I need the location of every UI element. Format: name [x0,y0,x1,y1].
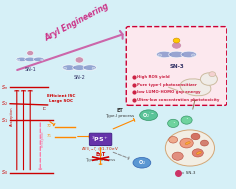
Ellipse shape [16,57,27,62]
Ellipse shape [181,51,197,58]
Text: $\Delta E_{S_1-T_1}$ @1.70 eV: $\Delta E_{S_1-T_1}$ @1.70 eV [81,146,120,154]
Circle shape [17,59,20,61]
Text: High ROS yield: High ROS yield [137,75,170,79]
Circle shape [169,136,178,143]
Circle shape [92,67,95,69]
Circle shape [200,73,217,85]
Circle shape [192,149,203,157]
Text: Ultra-low concentration phototoxicity: Ultra-low concentration phototoxicity [137,98,220,102]
Text: O$_2$: O$_2$ [138,158,146,167]
Ellipse shape [156,51,172,58]
Circle shape [181,116,192,124]
Text: $^3$PS$^+$: $^3$PS$^+$ [92,135,110,144]
Text: Absorption: Absorption [10,107,14,126]
Text: ·: · [172,119,174,128]
Ellipse shape [180,79,211,96]
Circle shape [191,133,200,140]
Circle shape [41,59,43,61]
Text: $S_0$: $S_0$ [1,168,8,177]
Ellipse shape [169,51,184,58]
FancyBboxPatch shape [89,133,112,146]
Text: = SN-3: = SN-3 [181,171,195,175]
Ellipse shape [140,110,158,121]
Circle shape [172,152,183,160]
Ellipse shape [185,142,190,144]
Text: O$_2$$^{·-}$: O$_2$$^{·-}$ [142,111,155,120]
Text: Type-II process: Type-II process [85,158,116,162]
Ellipse shape [83,65,97,70]
Ellipse shape [25,57,36,62]
Text: Phosphor.: Phosphor. [41,130,44,147]
Text: $T_1$: $T_1$ [46,133,53,140]
Circle shape [158,54,162,57]
Circle shape [75,57,84,63]
FancyBboxPatch shape [126,27,227,105]
Circle shape [63,67,67,69]
Text: Efficient ISC
Large SOC: Efficient ISC Large SOC [47,94,76,103]
Text: low LUMO-HOMO gap energy: low LUMO-HOMO gap energy [137,90,201,94]
Circle shape [168,119,179,128]
Text: $S_2$: $S_2$ [1,99,8,108]
Text: Aryl Engineering: Aryl Engineering [44,2,111,43]
Text: ·: · [185,116,188,125]
Ellipse shape [62,65,76,70]
Text: Type-I process: Type-I process [105,114,134,118]
Circle shape [209,72,216,77]
Text: ET: ET [116,108,123,113]
Text: SN-1: SN-1 [24,67,36,72]
Circle shape [27,51,34,56]
Ellipse shape [196,152,201,154]
Text: Pure type-I photosensitizer: Pure type-I photosensitizer [137,83,197,87]
Text: SN-2: SN-2 [73,75,85,80]
Ellipse shape [133,157,151,168]
Text: EnT: EnT [95,152,106,157]
Circle shape [172,42,181,49]
Circle shape [180,138,193,148]
Text: $S_n$: $S_n$ [1,83,8,92]
Text: $S_1$: $S_1$ [1,116,8,125]
Ellipse shape [73,65,86,70]
Text: IC: IC [43,107,47,111]
Text: $T_2$: $T_2$ [46,123,53,130]
Circle shape [191,54,195,57]
Ellipse shape [165,130,215,166]
Ellipse shape [33,57,44,62]
Text: SN-3: SN-3 [169,64,184,69]
Circle shape [173,38,180,43]
Circle shape [200,140,208,146]
